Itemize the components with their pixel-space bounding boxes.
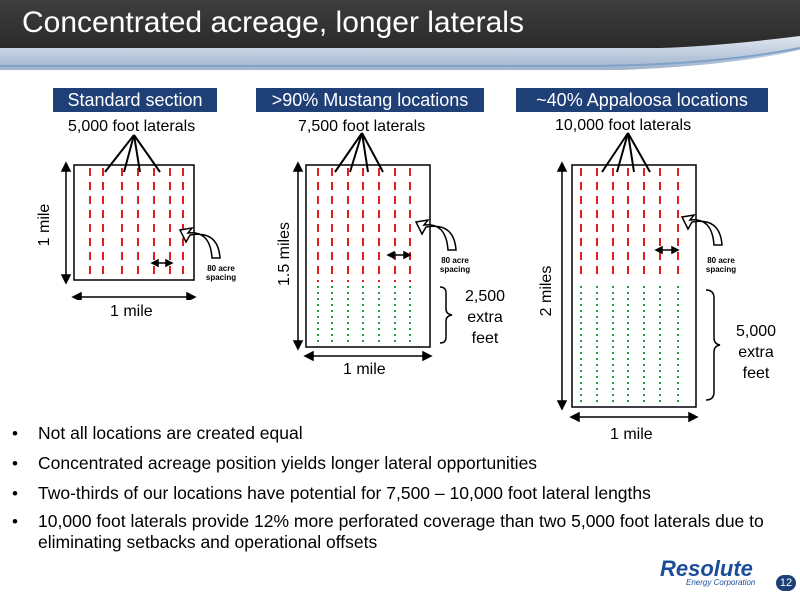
page-number: 12 bbox=[776, 575, 796, 591]
bullet-dot: • bbox=[12, 512, 18, 531]
spacing-label-line2: spacing bbox=[205, 273, 237, 282]
extra-line2: extra bbox=[467, 309, 503, 326]
panel-3-side-dimension bbox=[556, 161, 568, 411]
panel-3-bottom-label: 1 mile bbox=[610, 426, 653, 443]
panel-2-title: >90% Mustang locations bbox=[256, 88, 484, 112]
spacing-label-line1: 80 acre bbox=[441, 256, 469, 265]
spacing-label-line2: spacing bbox=[705, 265, 737, 274]
panel-3-bottom-dimension bbox=[569, 411, 699, 423]
panel-2-red-laterals bbox=[317, 168, 411, 282]
panel-3-label-arrows bbox=[601, 132, 651, 173]
panel-3-section-box bbox=[571, 164, 697, 408]
bullet-text: Two-thirds of our locations have potenti… bbox=[38, 483, 651, 503]
company-logo-subtitle: Energy Corporation bbox=[686, 578, 756, 587]
panel-2-extra-brace bbox=[439, 286, 453, 344]
header-swoosh bbox=[0, 36, 800, 70]
bullet-dot: • bbox=[12, 454, 18, 473]
bullet-item: • 10,000 foot laterals provide 12% more p… bbox=[12, 511, 772, 553]
extra-line3: feet bbox=[471, 330, 499, 347]
panel-2-diagram bbox=[292, 132, 457, 362]
panel-1-spacing-label: 80 acre spacing bbox=[198, 264, 244, 282]
panel-3-spacing-label: 80 acre spacing bbox=[698, 256, 744, 274]
company-logo: Resolute bbox=[660, 556, 753, 581]
spacing-label-line2: spacing bbox=[439, 265, 471, 274]
panel-3-red-laterals bbox=[580, 168, 679, 280]
panel-2-bottom-label: 1 mile bbox=[343, 361, 386, 378]
panel-1-bottom-label: 1 mile bbox=[110, 303, 153, 320]
bullet-item: • Two-thirds of our locations have potent… bbox=[12, 483, 772, 504]
panel-3-diagram bbox=[556, 132, 723, 423]
panel-1-section-box bbox=[73, 164, 195, 281]
bullet-dot: • bbox=[12, 484, 18, 503]
panel-1-spacing-arrow bbox=[150, 226, 221, 268]
panel-2-extra-label: 2,500 extra feet bbox=[455, 286, 515, 349]
panel-2-section-box bbox=[305, 164, 431, 348]
panel-3-extra-brace bbox=[705, 289, 721, 401]
bullet-list: • Not all locations are created equal • Co… bbox=[12, 423, 772, 562]
panel-1-bottom-dimension bbox=[71, 291, 197, 300]
extra-line1: 2,500 bbox=[464, 288, 506, 305]
bullet-dot: • bbox=[12, 424, 18, 443]
bullet-text: 10,000 foot laterals provide 12% more pe… bbox=[38, 511, 764, 552]
panel-2-side-dimension bbox=[292, 161, 304, 351]
extra-line2: extra bbox=[738, 344, 774, 361]
panel-3-spacing-arrow bbox=[654, 213, 723, 255]
bullet-item: • Not all locations are created equal bbox=[12, 423, 772, 444]
panel-3-title: ~40% Appaloosa locations bbox=[516, 88, 768, 112]
panel-1-laterals bbox=[89, 168, 184, 280]
title-bar: Concentrated acreage, longer laterals bbox=[0, 0, 800, 48]
panel-2-spacing-label: 80 acre spacing bbox=[432, 256, 478, 274]
panel-2-laterals-label: 7,500 foot laterals bbox=[298, 118, 426, 135]
panel-2-bottom-dimension bbox=[303, 350, 433, 362]
spacing-label-line1: 80 acre bbox=[707, 256, 735, 265]
bullet-text: Concentrated acreage position yields lon… bbox=[38, 453, 538, 473]
panel-1-diagram bbox=[60, 134, 221, 300]
panel-1-title: Standard section bbox=[53, 88, 217, 112]
bullet-text: Not all locations are created equal bbox=[38, 423, 303, 443]
extra-line1: 5,000 bbox=[735, 323, 777, 340]
panel-1-side-dimension bbox=[60, 161, 72, 285]
panel-1-laterals-label: 5,000 foot laterals bbox=[68, 118, 196, 135]
panel-1-label-arrows bbox=[104, 134, 161, 173]
panel-3-laterals-label: 10,000 foot laterals bbox=[555, 117, 692, 134]
panel-2-green-laterals bbox=[317, 286, 411, 345]
panel-2-spacing-arrow bbox=[386, 218, 457, 260]
panel-3-green-laterals bbox=[580, 286, 679, 405]
spacing-label-line1: 80 acre bbox=[207, 264, 235, 273]
panel-3-extra-label: 5,000 extra feet bbox=[726, 321, 786, 384]
slide-title: Concentrated acreage, longer laterals bbox=[22, 6, 524, 39]
bullet-item: • Concentrated acreage position yields lo… bbox=[12, 453, 772, 474]
panel-2-label-arrows bbox=[334, 132, 384, 173]
extra-line3: feet bbox=[742, 365, 770, 382]
